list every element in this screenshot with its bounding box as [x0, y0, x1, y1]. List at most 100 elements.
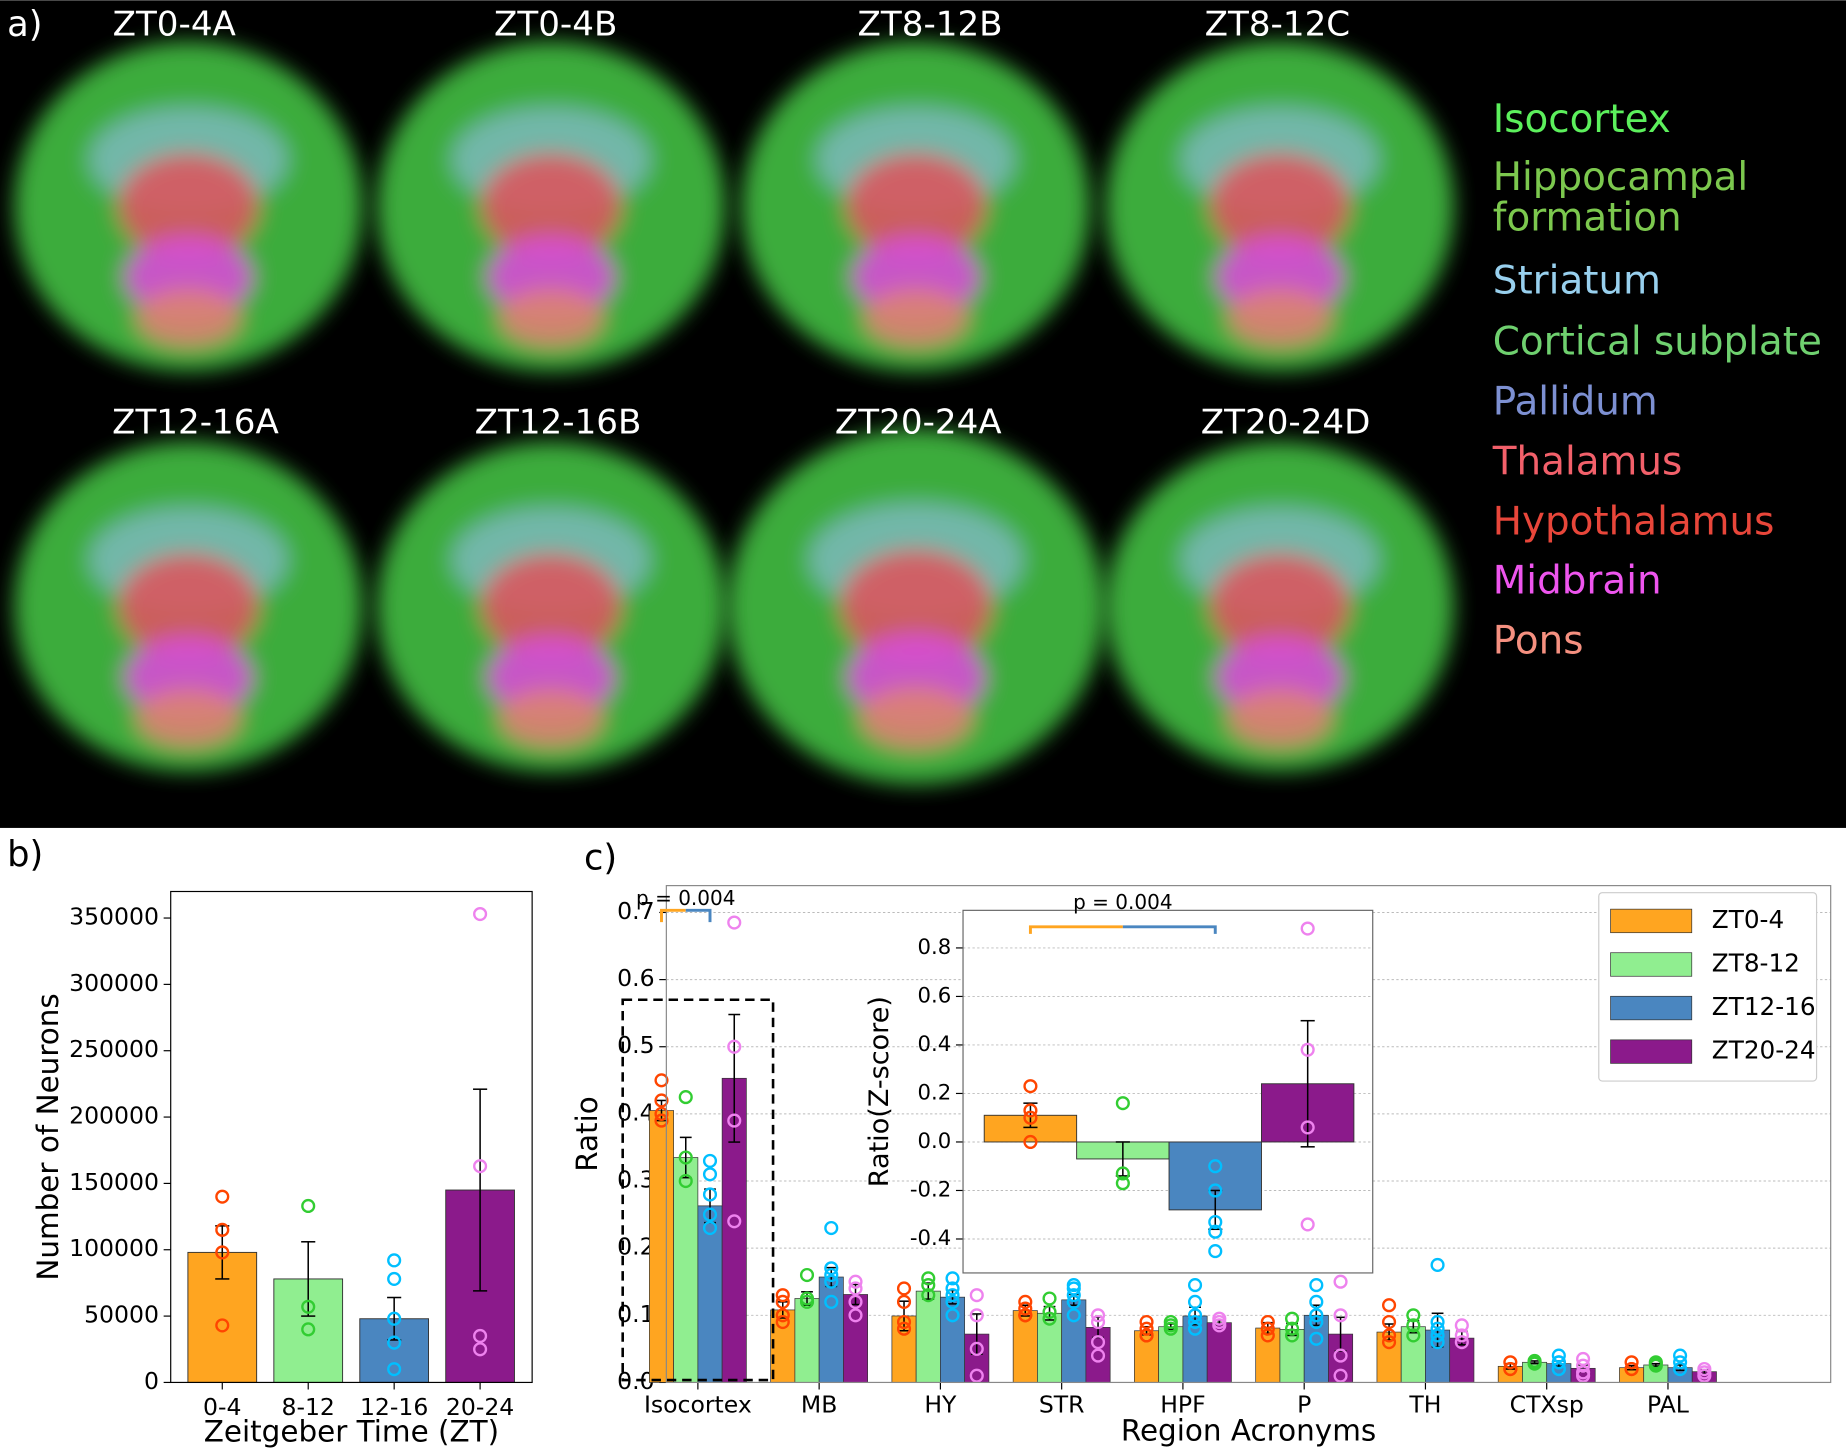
y-tick-label: 200000 — [69, 1102, 159, 1130]
data-point — [1208, 1224, 1223, 1239]
data-point — [654, 1093, 669, 1108]
data-point — [1673, 1348, 1688, 1363]
data-point — [654, 1073, 669, 1088]
x-axis-label: Zeitgeber Time (ZT) — [204, 1415, 499, 1449]
sample-title: ZT12-16B — [475, 403, 642, 443]
legend-line: formation — [1493, 195, 1682, 240]
data-point — [1430, 1328, 1445, 1343]
data-point — [1309, 1314, 1324, 1330]
legend-swatch — [1610, 995, 1693, 1021]
bar — [915, 1290, 941, 1383]
data-point — [678, 1150, 693, 1165]
x-tick-label: 20-24 — [446, 1393, 514, 1421]
x-tick-label: MB — [801, 1390, 837, 1418]
data-point — [848, 1294, 863, 1309]
x-tick-label: PAL — [1647, 1390, 1689, 1418]
data-point — [1208, 1159, 1223, 1174]
data-point — [1090, 1308, 1106, 1323]
x-tick-label: CTXsp — [1510, 1390, 1584, 1418]
sample-title: ZT0-4A — [113, 5, 237, 45]
p-value: p = 0.004 — [636, 886, 735, 910]
data-point — [1018, 1294, 1033, 1309]
data-point — [1139, 1314, 1154, 1330]
data-point — [473, 906, 488, 922]
data-point — [1066, 1288, 1081, 1303]
y-tick-label: 300000 — [69, 969, 159, 997]
legend-swatch — [1610, 908, 1693, 934]
data-point — [1503, 1361, 1518, 1377]
legend-label: ZT12-16 — [1712, 992, 1816, 1021]
y-tick-label: 250000 — [69, 1035, 159, 1063]
data-point — [1382, 1314, 1397, 1330]
data-point — [896, 1314, 912, 1330]
bar — [940, 1296, 966, 1383]
x-tick-label: 8-12 — [282, 1393, 335, 1421]
data-point — [896, 1321, 912, 1336]
data-point — [1551, 1348, 1566, 1363]
y-tick-label: 50000 — [84, 1301, 159, 1329]
data-point — [1066, 1281, 1081, 1296]
panel-label: c) — [584, 838, 617, 879]
y-tick-label: 0.7 — [617, 897, 654, 925]
data-point — [1023, 1079, 1038, 1094]
brain-region — [135, 689, 242, 748]
bar — [1037, 1312, 1063, 1383]
data-point — [1382, 1298, 1397, 1313]
data-point — [1208, 1214, 1223, 1230]
data-point — [678, 1173, 693, 1189]
data-point — [1163, 1321, 1178, 1336]
data-point — [387, 1362, 402, 1377]
data-point — [945, 1308, 960, 1323]
legend-label: ZT20-24 — [1712, 1036, 1816, 1065]
x-tick-label: P — [1297, 1390, 1311, 1418]
data-point — [473, 1159, 488, 1174]
y-axis-label: Ratio — [570, 1096, 604, 1172]
data-point — [775, 1294, 790, 1309]
data-point — [1454, 1318, 1469, 1333]
data-point — [1042, 1304, 1057, 1320]
data-point — [1284, 1311, 1300, 1326]
brain — [727, 428, 1105, 785]
region-legend-label: Midbrain — [1493, 559, 1662, 604]
bar — [1255, 1327, 1281, 1383]
x-tick-label: Isocortex — [644, 1390, 752, 1418]
data-point — [824, 1261, 839, 1276]
region-legend-label: Thalamus — [1492, 440, 1682, 485]
data-point — [1576, 1351, 1591, 1366]
legend-label: ZT8-12 — [1712, 948, 1800, 977]
data-point — [1309, 1331, 1324, 1346]
data-point — [1023, 1110, 1038, 1125]
brain-region — [135, 288, 242, 348]
data-point — [301, 1198, 316, 1214]
brain — [376, 41, 726, 372]
axes-frame — [170, 890, 533, 1384]
x-tick-label: STR — [1039, 1390, 1085, 1418]
data-point — [1309, 1294, 1324, 1309]
data-point — [1648, 1358, 1663, 1373]
data-point — [1284, 1321, 1300, 1336]
x-tick-label: 12-16 — [360, 1393, 428, 1421]
x-tick-label: 0-4 — [203, 1393, 241, 1421]
sample-title: ZT8-12C — [1205, 5, 1351, 45]
data-point — [1576, 1358, 1591, 1373]
data-point — [727, 1113, 742, 1128]
data-point — [654, 1113, 669, 1128]
data-point — [1066, 1294, 1081, 1309]
panel-label: b) — [7, 834, 43, 875]
axes-frame — [962, 909, 1374, 1274]
brain-images — [14, 41, 1454, 785]
data-point — [1018, 1301, 1033, 1316]
data-point — [1333, 1348, 1348, 1363]
data-point — [1333, 1274, 1348, 1289]
brain-region — [1209, 553, 1351, 660]
y-tick-label: 0.2 — [918, 1079, 952, 1104]
data-point — [1527, 1356, 1542, 1371]
brain — [376, 441, 726, 772]
data-point — [1430, 1321, 1445, 1336]
data-point — [1090, 1335, 1106, 1350]
data-point — [1406, 1318, 1421, 1333]
region-legend-label: Hypothalamus — [1493, 500, 1775, 545]
data-point — [473, 1328, 488, 1344]
y-axis-label: Ratio(Z-score) — [864, 996, 895, 1187]
